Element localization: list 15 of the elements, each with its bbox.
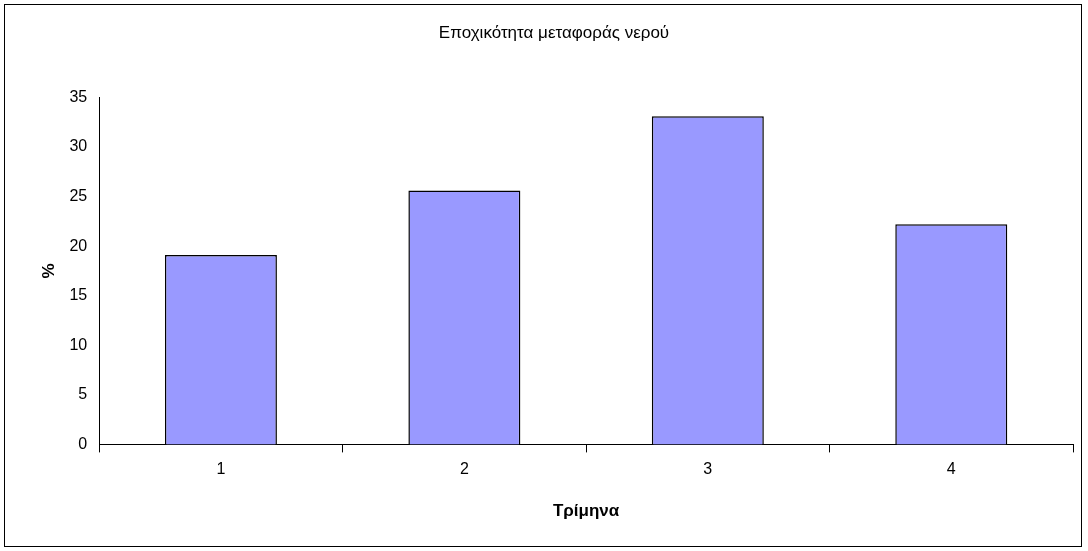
y-tick-label: 30 bbox=[69, 137, 88, 155]
y-tick-label: 20 bbox=[69, 236, 88, 254]
y-tick-label: 25 bbox=[69, 186, 88, 204]
y-tick-label: 5 bbox=[78, 385, 88, 403]
y-axis-title: % bbox=[38, 263, 58, 279]
x-tick-label: 4 bbox=[946, 460, 956, 478]
x-axis-title: Τρίμηνα bbox=[552, 501, 620, 521]
x-tick-label: 3 bbox=[703, 460, 713, 478]
y-tick-label: 10 bbox=[69, 335, 88, 353]
y-tick-label: 35 bbox=[69, 87, 88, 105]
x-tick-label: 2 bbox=[459, 460, 469, 478]
chart-title: Εποχικότητα μεταφοράς νερού bbox=[438, 22, 670, 42]
y-tick-label: 15 bbox=[69, 286, 88, 304]
x-tick-label: 1 bbox=[216, 460, 226, 478]
y-tick-label: 0 bbox=[78, 434, 88, 452]
